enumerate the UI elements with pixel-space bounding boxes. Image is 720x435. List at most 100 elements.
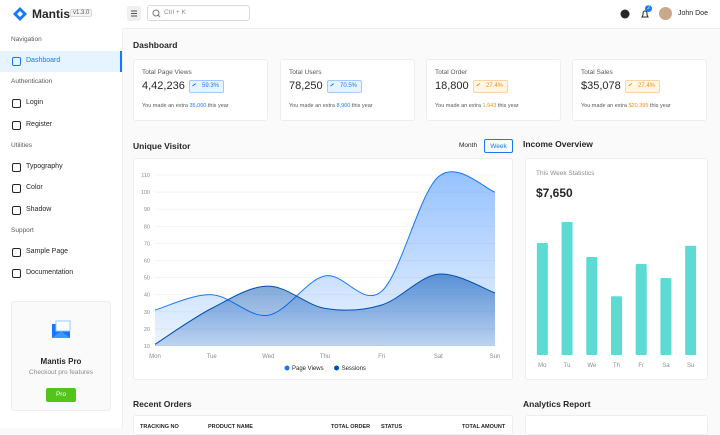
income-value: $7,650 xyxy=(536,186,573,200)
logo-icon xyxy=(13,7,27,21)
y-tick-label: 60 xyxy=(144,259,150,265)
promo-button[interactable]: Pro xyxy=(46,388,76,402)
bar xyxy=(635,264,647,355)
bar xyxy=(561,222,573,355)
stat-note: You made an extra 35,000 this year xyxy=(142,103,229,109)
github-icon[interactable] xyxy=(620,9,630,19)
note-value: 35,000 xyxy=(189,103,207,109)
y-tick-label: 10 xyxy=(144,344,150,350)
menu-toggle[interactable] xyxy=(127,6,141,21)
stat-title: Total Page Views xyxy=(142,69,192,76)
table-header: STATUS xyxy=(381,424,403,430)
nav-group-title: Support xyxy=(11,226,34,234)
note-before: You made an extra xyxy=(581,103,627,109)
bar xyxy=(611,296,622,355)
income-title: Income Overview xyxy=(523,139,593,149)
x-tick-label: Wed xyxy=(262,354,274,360)
y-tick-label: 30 xyxy=(144,310,150,316)
stat-value: 78,250 xyxy=(289,80,323,92)
x-tick-label: Sa xyxy=(662,363,670,369)
x-tick-label: Su xyxy=(687,363,694,369)
bar xyxy=(586,257,598,355)
x-tick-label: Mo xyxy=(538,363,547,369)
note-after: this year xyxy=(649,103,671,109)
page-title: Dashboard xyxy=(133,40,178,50)
note-after: this year xyxy=(497,103,519,109)
nav-icon xyxy=(12,184,21,193)
y-tick-label: 110 xyxy=(141,173,150,179)
stat-badge: 27.4% xyxy=(625,80,661,93)
brand-version: v1.3.0 xyxy=(70,9,93,17)
y-tick-label: 50 xyxy=(144,276,150,282)
y-tick-label: 80 xyxy=(144,224,150,230)
nav-item[interactable]: Color xyxy=(26,184,43,191)
user-name[interactable]: John Doe xyxy=(678,10,708,17)
stat-change: 59.3% xyxy=(202,83,220,89)
legend-marker xyxy=(284,365,290,371)
promo-title: Mantis Pro xyxy=(40,357,82,366)
x-tick-label: Mon xyxy=(149,354,161,360)
x-tick-label: Tu xyxy=(564,363,571,369)
nav-item[interactable]: Typography xyxy=(26,162,63,170)
nav-active-bg xyxy=(0,51,122,72)
y-tick-label: 90 xyxy=(144,207,150,213)
legend-label: Page Views xyxy=(292,366,324,372)
nav-icon xyxy=(12,120,21,130)
toggle-week[interactable]: Week xyxy=(484,139,513,153)
note-value: $20,395 xyxy=(628,103,649,109)
note-value: 8,900 xyxy=(336,103,351,109)
note-value: 1,943 xyxy=(482,103,497,109)
note-after: this year xyxy=(207,103,229,109)
orders-title: Recent Orders xyxy=(133,399,192,409)
nav-item[interactable]: Documentation xyxy=(26,269,74,276)
table-header: TRACKING NO xyxy=(140,424,179,430)
avatar[interactable] xyxy=(659,7,672,20)
area-fill xyxy=(155,274,495,346)
table-header: PRODUCT NAME xyxy=(208,424,253,430)
y-tick-label: 40 xyxy=(144,293,150,299)
note-before: You made an extra xyxy=(435,103,481,109)
stat-badge: 70.5% xyxy=(327,80,363,93)
search-placeholder: Ctrl + K xyxy=(164,9,186,16)
search-box[interactable]: Ctrl + K xyxy=(147,5,250,21)
x-tick-label: Fr xyxy=(638,363,644,369)
nav-item[interactable]: Shadow xyxy=(26,205,52,213)
stat-note: You made an extra 1,943 this year xyxy=(435,103,519,109)
nav-item[interactable]: Register xyxy=(26,120,53,128)
legend-label: Sessions xyxy=(342,366,366,372)
stat-badge: 27.4% xyxy=(473,80,509,93)
y-tick-label: 100 xyxy=(141,190,150,196)
analytics-card xyxy=(525,415,708,435)
stat-note: You made an extra 8,900 this year xyxy=(289,103,373,109)
note-after: this year xyxy=(351,103,373,109)
y-tick-label: 70 xyxy=(144,241,150,247)
table-header: TOTAL AMOUNT xyxy=(462,424,506,430)
bar xyxy=(536,243,548,355)
analytics-title: Analytics Report xyxy=(523,399,591,409)
notification-badge: 2 xyxy=(645,5,652,12)
nav-icon xyxy=(12,99,21,108)
nav-group-title: Utilities xyxy=(11,141,32,149)
nav-group-title: Authentication xyxy=(11,78,53,85)
nav-icon xyxy=(12,162,21,172)
promo-icon xyxy=(52,320,71,338)
x-tick-label: Fri xyxy=(378,354,385,360)
promo-subtitle: Checkout pro features xyxy=(29,369,93,376)
nav-item[interactable]: Sample Page xyxy=(26,247,69,255)
nav-icon xyxy=(12,247,21,257)
stat-note: You made an extra $20,395 this year xyxy=(581,103,671,109)
note-before: You made an extra xyxy=(289,103,335,109)
stat-change: 27.4% xyxy=(638,83,656,89)
bar xyxy=(685,245,697,355)
x-tick-label: Sat xyxy=(434,354,443,360)
nav-item[interactable]: Login xyxy=(26,99,44,106)
stat-title: Total Sales xyxy=(581,69,613,76)
nav-item[interactable]: Dashboard xyxy=(26,57,61,64)
orders-card xyxy=(133,415,513,435)
stat-value: 18,800 xyxy=(435,80,469,92)
stat-title: Total Users xyxy=(289,69,322,76)
bar xyxy=(660,278,672,355)
toggle-month[interactable]: Month xyxy=(459,142,478,149)
stat-change: 70.5% xyxy=(340,83,358,89)
